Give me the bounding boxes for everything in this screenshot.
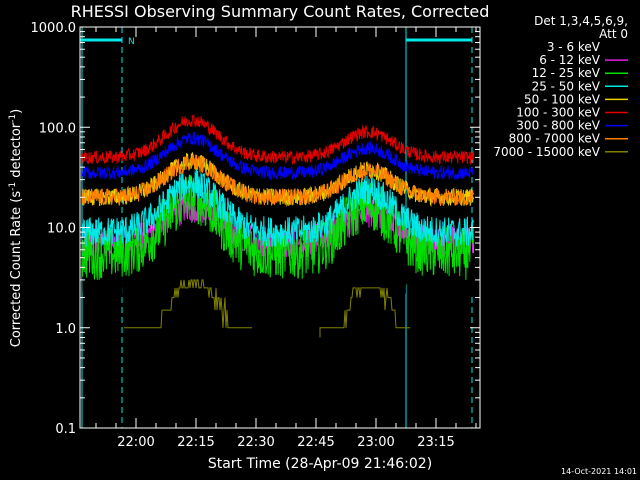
y-tick-label: 0.1 <box>55 422 76 437</box>
x-tick-label: 22:45 <box>297 435 334 450</box>
date-stamp: 14-Oct-2021 14:01 <box>561 467 637 476</box>
series-line-800-7000-keV <box>81 154 475 207</box>
y-axis-label: Corrected Count Rate (s-1 detector-1) <box>8 109 24 347</box>
series-line-300-800-keV <box>81 131 475 182</box>
legend-entry-label: 7000 - 15000 keV <box>493 145 600 159</box>
x-axis: 22:00 22:15 22:30 22:45 23:00 23:15 <box>95 27 477 450</box>
x-tick-label: 23:00 <box>357 435 394 450</box>
series-line-12-25-keV <box>81 172 475 280</box>
legend-entry-label: 3 - 6 keV <box>547 40 601 54</box>
x-tick-label: 22:30 <box>237 435 274 450</box>
x-tick-label: 22:00 <box>117 435 154 450</box>
legend-entry-label: 12 - 25 keV <box>532 66 601 80</box>
legend-entry-label: 6 - 12 keV <box>539 53 601 67</box>
series-line-25-50-keV <box>81 169 475 248</box>
legend-header-detectors: Det 1,3,4,5,6,9, <box>534 14 628 28</box>
x-tick-label: 23:15 <box>417 435 454 450</box>
legend-entry-label: 800 - 7000 keV <box>509 132 601 146</box>
legend-entry-label: 50 - 100 keV <box>524 92 601 106</box>
y-tick-label: 100.0 <box>39 121 76 136</box>
y-tick-label: 1000.0 <box>31 21 77 36</box>
x-axis-label: Start Time (28-Apr-09 21:46:02) <box>208 456 432 472</box>
series-line-100-300-keV <box>81 114 475 165</box>
series-line-7000-15000-keV <box>124 279 252 329</box>
legend-header-attenuator: Att 0 <box>599 27 628 41</box>
night-label: N <box>128 37 135 47</box>
legend-entry-label: 25 - 50 keV <box>532 79 601 93</box>
legend-entry-label: 300 - 800 keV <box>516 119 600 133</box>
x-tick-label: 22:15 <box>177 435 214 450</box>
legend-entry-label: 100 - 300 keV <box>516 106 600 120</box>
plot-area: N <box>80 27 475 428</box>
y-tick-label: 1.0 <box>55 322 76 337</box>
y-axis: 1000.0 100.0 10.0 1.0 0.1 <box>31 21 480 437</box>
series-line-7000-15000-keV <box>319 287 410 338</box>
chart-title: RHESSI Observing Summary Count Rates, Co… <box>71 2 490 21</box>
y-tick-label: 10.0 <box>47 222 76 237</box>
